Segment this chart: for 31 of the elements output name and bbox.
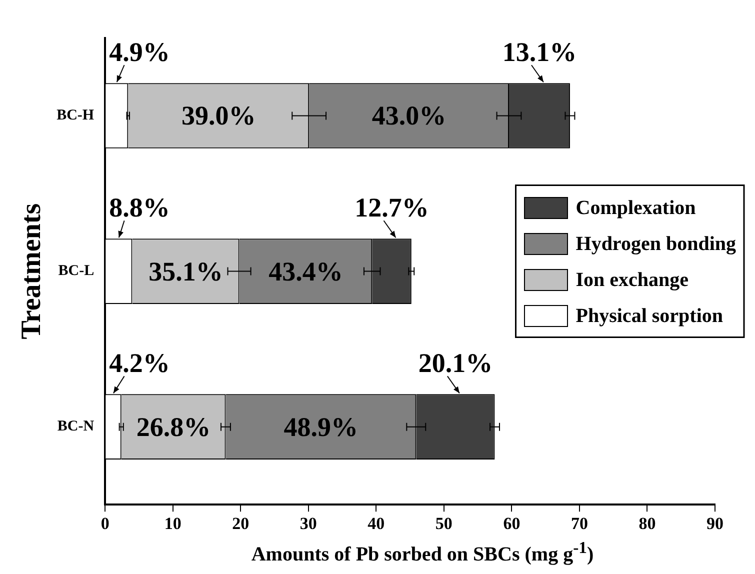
x-tick-label: 90 [706,514,724,534]
annotation: 26.8% [136,412,211,442]
y-axis-title: Treatments [16,203,48,340]
annotation: 13.1% [502,37,577,68]
x-tick-label: 30 [300,514,317,534]
x-tick-label: 80 [638,514,656,534]
annotation: 4.9% [109,37,170,68]
legend-label: Hydrogen bonding [576,233,736,256]
annotation: 48.9% [284,412,358,442]
annotation: 8.8% [109,192,170,223]
annotation: 35.1% [148,256,223,286]
x-tick-label: 20 [232,514,250,534]
annotation: 20.1% [418,348,493,378]
x-tick-label: 10 [164,514,182,534]
x-tick-label: 60 [503,514,520,534]
annotation: 12.7% [354,192,429,223]
annotation: 39.0% [181,100,256,131]
annotation: 43.0% [372,100,446,131]
annotation: 43.4% [268,256,343,286]
x-tick-label: 70 [570,514,588,534]
legend-label: Physical sorption [576,305,724,328]
x-tick-label: 50 [435,514,452,534]
x-tick-label: 40 [368,514,385,534]
y-tick-label: BC-H [56,108,94,124]
x-tick-label: 0 [100,514,110,534]
y-tick-label: BC-N [57,418,94,435]
y-tick-label: BC-L [58,263,94,280]
annotation: 4.2% [109,348,170,378]
legend-label: Ion exchange [576,269,689,292]
x-axis-title: Amounts of Pb sorbed on SBCs (mg g$^{-1}$) [250,538,595,567]
legend-label: Complexation [576,197,696,220]
